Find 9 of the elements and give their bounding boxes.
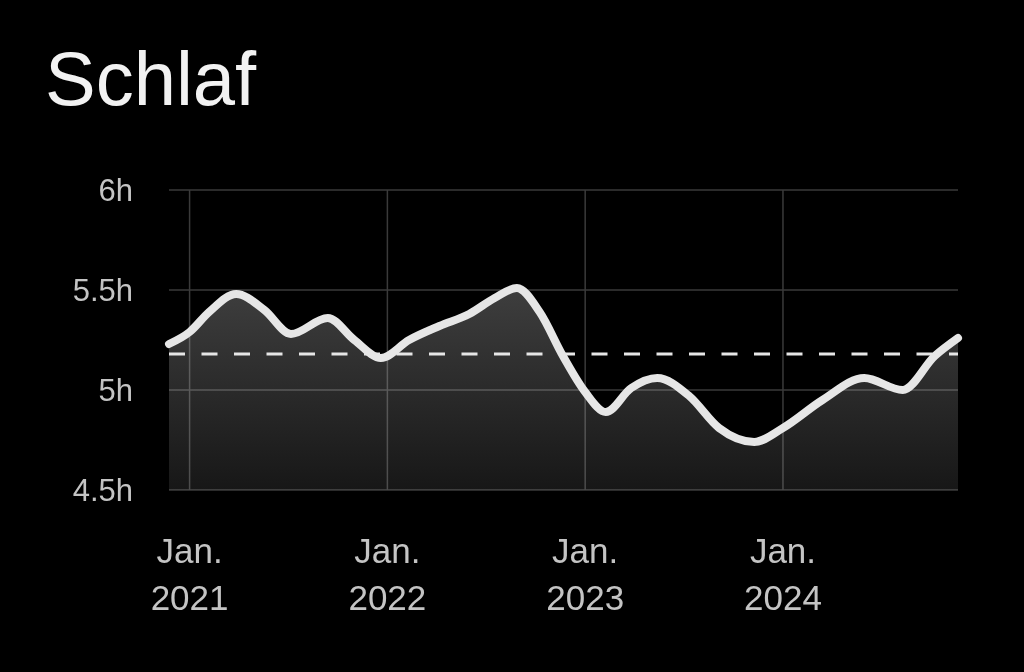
y-tick-label: 5h <box>98 372 133 408</box>
x-tick-label: Jan. 2021 <box>150 531 229 617</box>
y-tick-label: 5.5h <box>72 272 133 308</box>
x-tick-label: Jan. 2024 <box>744 531 822 617</box>
y-tick-label: 6h <box>98 172 133 208</box>
y-tick-label: 4.5h <box>72 472 133 508</box>
x-tick-label: Jan. 2023 <box>546 531 625 617</box>
chart-title: Schlaf <box>45 36 258 121</box>
x-tick-label: Jan. 2022 <box>348 531 427 617</box>
